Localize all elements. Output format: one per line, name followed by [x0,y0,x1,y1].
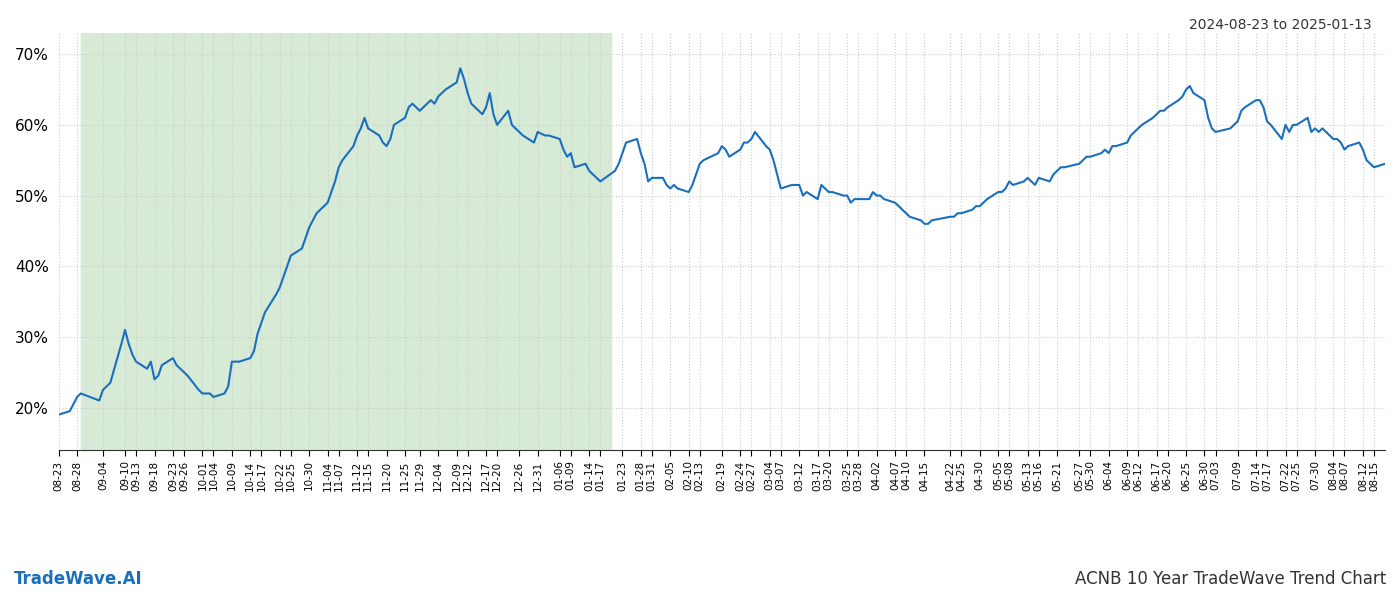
Text: 2024-08-23 to 2025-01-13: 2024-08-23 to 2025-01-13 [1190,18,1372,32]
Text: ACNB 10 Year TradeWave Trend Chart: ACNB 10 Year TradeWave Trend Chart [1075,570,1386,588]
Bar [81,33,612,450]
Text: TradeWave.AI: TradeWave.AI [14,570,143,588]
